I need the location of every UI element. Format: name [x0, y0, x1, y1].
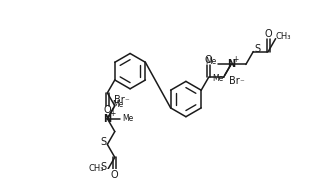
Text: N: N — [103, 114, 112, 124]
Text: CH₃: CH₃ — [275, 32, 291, 41]
Text: Me: Me — [205, 57, 216, 66]
Text: ⁻: ⁻ — [125, 97, 129, 106]
Text: ⁻: ⁻ — [240, 78, 245, 87]
Text: O: O — [205, 55, 212, 65]
Text: Br: Br — [114, 95, 125, 105]
Text: Me: Me — [113, 100, 124, 109]
Text: O: O — [111, 170, 118, 180]
Text: S: S — [100, 137, 107, 147]
Text: +: + — [233, 55, 239, 64]
Text: O: O — [104, 105, 111, 115]
Text: Br: Br — [229, 76, 240, 86]
Text: N: N — [227, 59, 235, 69]
Text: O: O — [264, 29, 272, 39]
Text: Me: Me — [122, 114, 133, 123]
Text: S: S — [100, 162, 107, 172]
Text: CH₃: CH₃ — [88, 164, 104, 173]
Text: Me: Me — [213, 74, 224, 83]
Text: +: + — [109, 109, 115, 118]
Text: S: S — [254, 44, 260, 54]
